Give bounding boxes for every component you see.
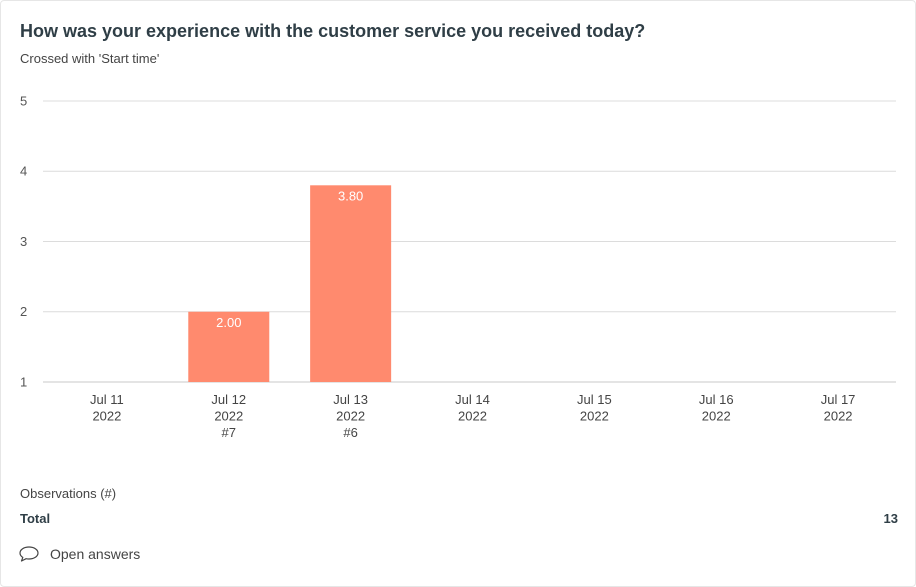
y-tick-label: 2 <box>20 304 27 319</box>
total-row: Total 13 <box>20 511 898 526</box>
x-tick-label: 2022 <box>336 409 365 424</box>
bar <box>188 311 270 382</box>
bar-value-label: 3.80 <box>338 188 363 203</box>
observations-label: Observations (#) <box>20 486 117 501</box>
x-tick-label: Jul 13 <box>333 392 368 407</box>
bar-value-label: 2.00 <box>216 315 241 330</box>
open-answers-button[interactable]: Open answers <box>18 545 140 563</box>
x-tick-label: 2022 <box>580 409 609 424</box>
total-value: 13 <box>883 511 898 526</box>
x-tick-label: Jul 17 <box>821 392 856 407</box>
x-tick-count-label: #7 <box>222 425 236 440</box>
open-answers-label: Open answers <box>50 546 141 562</box>
x-tick-label: 2022 <box>824 409 853 424</box>
chart-title: How was your experience with the custome… <box>20 21 646 41</box>
x-tick-label: 2022 <box>214 409 243 424</box>
x-tick-label: 2022 <box>702 409 731 424</box>
x-tick-label: Jul 12 <box>211 392 246 407</box>
y-tick-label: 1 <box>20 374 27 389</box>
x-tick-label: Jul 15 <box>577 392 612 407</box>
y-tick-label: 5 <box>20 93 27 108</box>
x-tick-label: Jul 16 <box>699 392 734 407</box>
chart-subtitle: Crossed with 'Start time' <box>20 51 160 66</box>
x-tick-count-label: #6 <box>343 425 357 440</box>
x-tick-label: Jul 14 <box>455 392 490 407</box>
x-tick-label: 2022 <box>92 409 121 424</box>
x-tick-label: 2022 <box>458 409 487 424</box>
x-tick-label: Jul 11 <box>90 392 124 407</box>
total-label: Total <box>20 511 51 526</box>
y-tick-label: 4 <box>20 164 27 179</box>
speech-bubble-icon <box>18 545 40 563</box>
bar <box>310 185 392 382</box>
y-tick-label: 3 <box>20 234 27 249</box>
